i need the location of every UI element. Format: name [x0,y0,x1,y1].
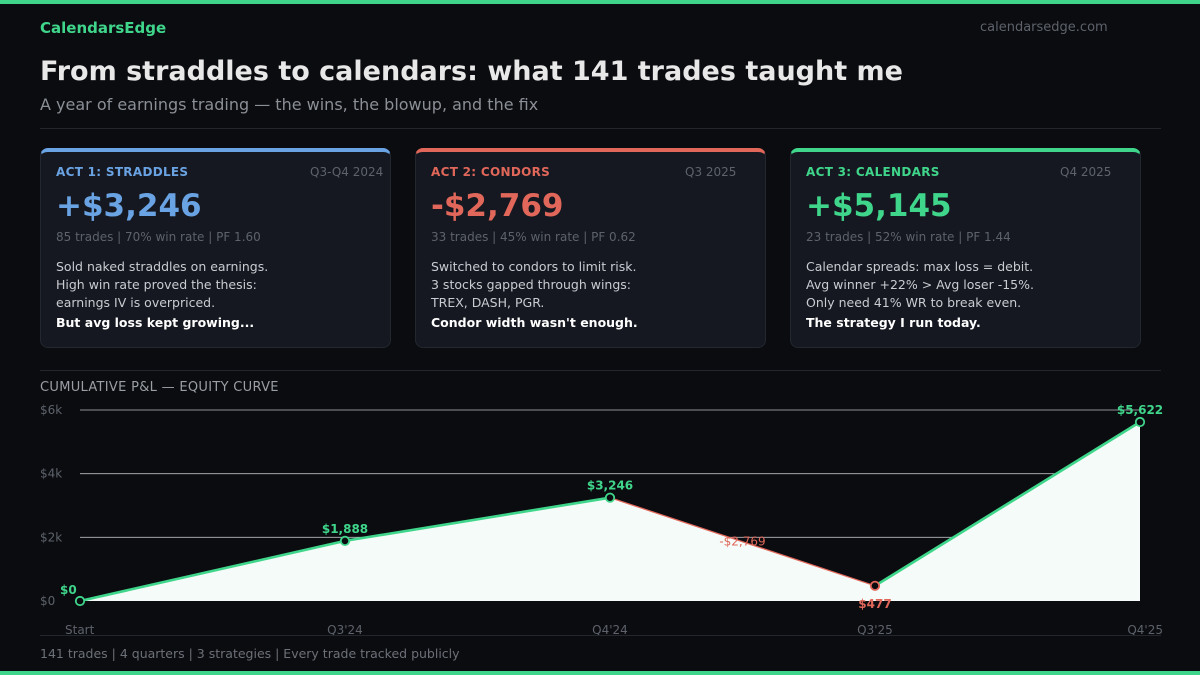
divider [40,370,1161,371]
card-conclusion: Condor width wasn't enough. [431,315,638,330]
data-point [1134,416,1146,428]
data-label: $5,622 [1117,403,1163,417]
card-line: High win rate proved the thesis: [56,277,257,292]
page-title: From straddles to calendars: what 141 tr… [40,56,903,87]
card-stats: 33 trades | 45% win rate | PF 0.62 [431,230,636,244]
area-fill [80,422,1140,601]
data-point [339,535,351,546]
card-label: ACT 3: CALENDARS [806,165,940,179]
card-line: 3 stocks gapped through wings: [431,277,632,292]
card-stats: 85 trades | 70% win rate | PF 1.60 [56,230,261,244]
data-label: $3,246 [587,479,633,493]
divider [40,635,1161,636]
x-tick-label: Q3'25 [857,623,893,637]
card-line: Avg winner +22% > Avg loser -15%. [806,277,1034,292]
divider [40,128,1161,129]
chart-section-label: CUMULATIVE P&L — EQUITY CURVE [40,380,279,395]
data-point [869,580,881,591]
card-conclusion: The strategy I run today. [806,315,981,330]
bottom-accent-bar [0,671,1200,675]
card-line: Only need 41% WR to break even. [806,295,1022,310]
card-value: +$3,246 [56,188,202,224]
card-calendars: ACT 3: CALENDARS Q4 2025 +$5,145 23 trad… [790,148,1141,348]
brand-name: CalendarsEdge [40,19,167,37]
site-domain: calendarsedge.com [980,20,1108,35]
card-line: earnings IV is overpriced. [56,295,216,310]
card-description: Sold naked straddles on earnings. High w… [56,258,268,332]
card-period: Q4 2025 [1060,165,1112,179]
card-line: Calendar spreads: max loss = debit. [806,259,1034,274]
page-subtitle: A year of earnings trading — the wins, t… [40,95,539,114]
card-label: ACT 1: STRADDLES [56,165,189,179]
y-tick-label: $6k [40,403,62,417]
equity-line-segment [343,496,612,543]
card-value: -$2,769 [431,188,564,224]
equity-line-segment [78,539,347,603]
card-stats: 23 trades | 52% win rate | PF 1.44 [806,230,1011,244]
x-tick-label: Q4'25 [1127,623,1163,637]
y-tick-label: $0 [40,594,55,608]
card-value: +$5,145 [806,188,952,224]
card-period: Q3-Q4 2024 [310,165,384,179]
card-label: ACT 2: CONDORS [431,165,551,179]
x-tick-label: Q3'24 [327,623,363,637]
data-point [604,492,616,503]
card-description: Switched to condors to limit risk. 3 sto… [431,258,638,332]
x-tick-label: Start [65,623,95,637]
card-line: Sold naked straddles on earnings. [56,259,269,274]
drawdown-segment [609,497,876,587]
y-tick-label: $4k [40,467,62,481]
equity-line-segment [873,420,1142,588]
card-description: Calendar spreads: max loss = debit. Avg … [806,258,1034,332]
data-label: $1,888 [322,522,368,536]
data-label: $0 [60,583,77,597]
data-point [74,595,86,607]
card-condors: ACT 2: CONDORS Q3 2025 -$2,769 33 trades… [415,148,766,348]
card-line: TREX, DASH, PGR. [431,295,545,310]
drawdown-annotation: -$2,769 [719,535,765,549]
y-tick-label: $2k [40,530,62,544]
data-label: $477 [858,597,891,611]
card-line: Switched to condors to limit risk. [431,259,637,274]
x-tick-label: Q4'24 [592,623,628,637]
top-accent-bar [0,0,1200,4]
footer-summary: 141 trades | 4 quarters | 3 strategies |… [40,646,460,661]
card-straddles: ACT 1: STRADDLES Q3-Q4 2024 +$3,246 85 t… [40,148,391,348]
card-period: Q3 2025 [685,165,737,179]
card-conclusion: But avg loss kept growing... [56,315,255,330]
